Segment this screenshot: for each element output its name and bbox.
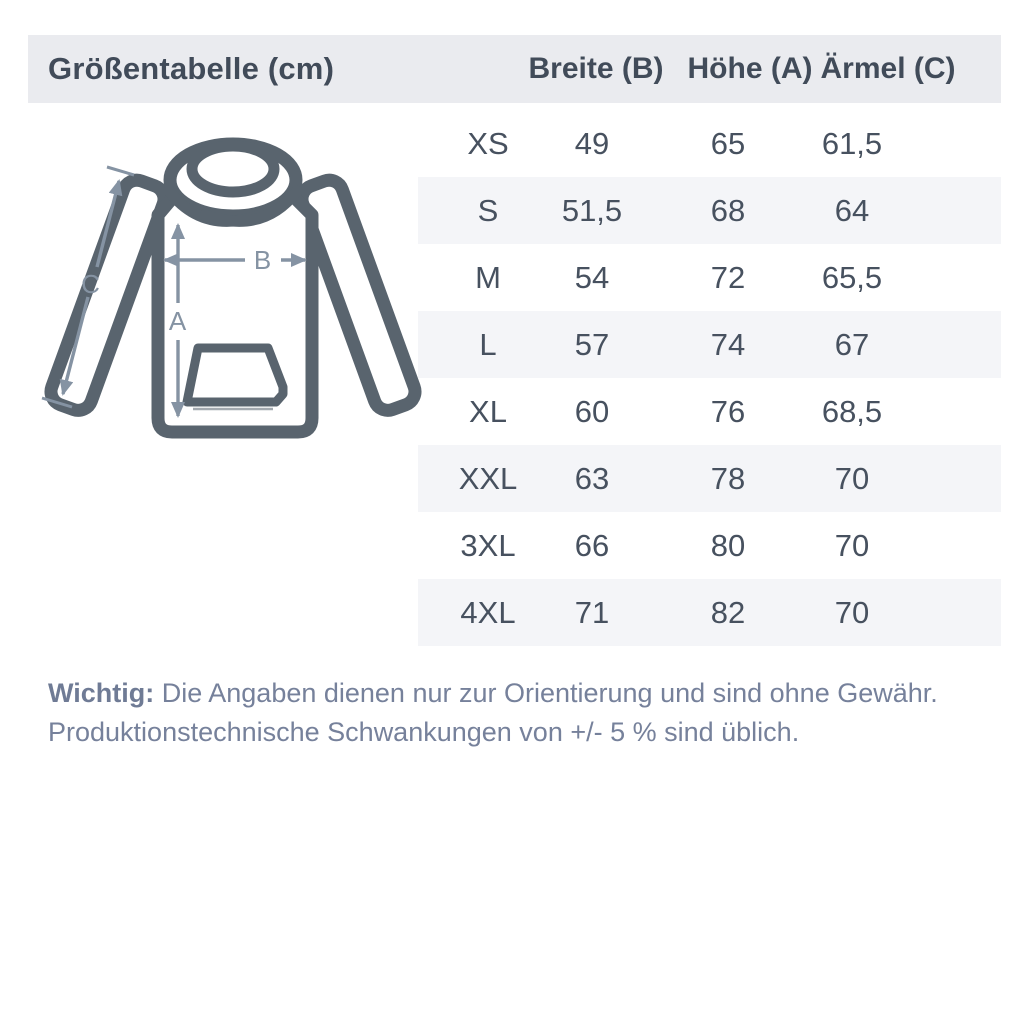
disclaimer-note: Wichtig: Die Angaben dienen nur zur Orie… — [48, 674, 978, 752]
aermel-value: 70 — [834, 528, 870, 563]
size-label: 4XL — [460, 595, 516, 630]
aermel-value: 67 — [834, 327, 870, 362]
breite-value: 66 — [574, 528, 610, 563]
column-header-breite: Breite (B) — [528, 52, 664, 85]
breite-value: 63 — [574, 461, 610, 496]
hoodie-pocket — [182, 343, 288, 407]
aermel-value: 61,5 — [821, 126, 883, 161]
hood-inner-ring — [186, 140, 280, 198]
dimension-label-b: B — [254, 245, 272, 275]
size-label: L — [479, 327, 497, 362]
hoehe-value: 78 — [710, 461, 746, 496]
disclaimer-line-2: Produktionstechnische Schwankungen von +… — [48, 717, 800, 747]
aermel-value: 64 — [834, 193, 870, 228]
table-row-xs: XS 49 65 61,5 — [418, 110, 1001, 177]
hoodie-left-sleeve — [44, 173, 171, 417]
hoodie-right-sleeve — [295, 173, 422, 417]
table-row-s: S 51,5 68 64 — [418, 177, 1001, 244]
breite-value: 57 — [574, 327, 610, 362]
table-header-band: Größentabelle (cm) Breite (B) Höhe (A) Ä… — [28, 35, 1001, 103]
disclaimer-line-1: Wichtig: Die Angaben dienen nur zur Orie… — [48, 674, 978, 713]
size-label: XXL — [458, 461, 518, 496]
table-row-l: L 57 74 67 — [418, 311, 1001, 378]
size-label: M — [475, 260, 501, 295]
column-header-hoehe: Höhe (A) — [687, 52, 813, 85]
hoehe-value: 80 — [710, 528, 746, 563]
size-label: XS — [467, 126, 509, 161]
breite-value: 71 — [574, 595, 610, 630]
table-row-xl: XL 60 76 68,5 — [418, 378, 1001, 445]
hoehe-value: 65 — [710, 126, 746, 161]
hoehe-value: 72 — [710, 260, 746, 295]
size-table: XS 49 65 61,5 S 51,5 68 64 M 54 72 65,5 … — [418, 110, 1001, 646]
aermel-value: 68,5 — [821, 394, 883, 429]
table-row-m: M 54 72 65,5 — [418, 244, 1001, 311]
aermel-value: 70 — [834, 595, 870, 630]
disclaimer-text: Die Angaben dienen nur zur Orientierung … — [154, 678, 938, 708]
size-label: XL — [469, 394, 507, 429]
dimension-label-c: C — [81, 269, 101, 299]
breite-value: 49 — [574, 126, 610, 161]
size-label: 3XL — [460, 528, 516, 563]
hoehe-value: 68 — [710, 193, 746, 228]
table-row-3xl: 3XL 66 80 70 — [418, 512, 1001, 579]
disclaimer-prefix: Wichtig: — [48, 678, 155, 708]
hoehe-value: 82 — [710, 595, 746, 630]
breite-value: 60 — [574, 394, 610, 429]
aermel-value: 70 — [834, 461, 870, 496]
hoehe-value: 76 — [710, 394, 746, 429]
size-label: S — [477, 193, 499, 228]
dimension-arrow-c — [41, 165, 135, 409]
dimension-label-a: A — [169, 306, 187, 336]
breite-value: 51,5 — [561, 193, 623, 228]
column-header-aermel: Ärmel (C) — [820, 52, 956, 85]
aermel-value: 65,5 — [821, 260, 883, 295]
breite-value: 54 — [574, 260, 610, 295]
hoodie-measure-diagram: A B C — [41, 137, 422, 439]
hoehe-value: 74 — [710, 327, 746, 362]
collar-right-arc — [199, 185, 303, 227]
table-row-4xl: 4XL 71 82 70 — [418, 579, 1001, 646]
table-row-xxl: XXL 63 78 70 — [418, 445, 1001, 512]
page-title: Größentabelle (cm) — [48, 51, 335, 86]
